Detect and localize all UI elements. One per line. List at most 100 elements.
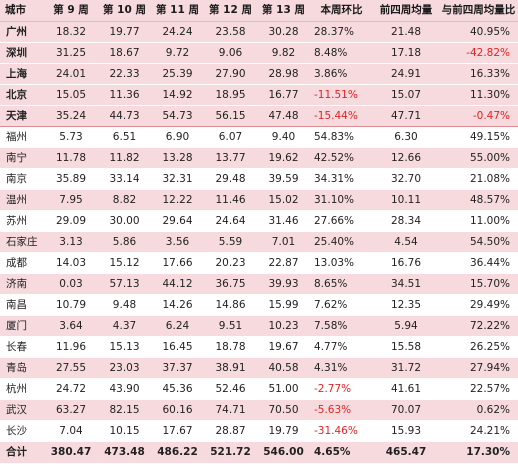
week-11-cell: 9.72 <box>151 42 204 64</box>
wow-cell: 7.62% <box>310 294 373 316</box>
wow-cell: 54.83% <box>310 126 373 148</box>
week-10-cell: 22.33 <box>98 63 151 85</box>
week-9-cell: 11.96 <box>44 336 98 358</box>
city-cell: 天津 <box>0 105 44 127</box>
week-9-cell: 14.03 <box>44 252 98 274</box>
week-10-cell: 30.00 <box>98 210 151 232</box>
week-9-cell: 15.05 <box>44 84 98 106</box>
avg4-cell: 31.72 <box>373 357 439 379</box>
table-row: 济南 0.03 57.13 44.12 36.75 39.93 8.65% 34.51 15.7… <box>0 273 518 295</box>
total-week-9: 380.47 <box>44 441 98 464</box>
week-11-cell: 17.67 <box>151 420 204 442</box>
week-10-cell: 19.77 <box>98 21 151 43</box>
week-10-cell: 4.37 <box>98 315 151 337</box>
week-10-cell: 15.12 <box>98 252 151 274</box>
week-13-cell: 40.58 <box>257 357 310 379</box>
week-10-cell: 9.48 <box>98 294 151 316</box>
city-cell: 广州 <box>0 21 44 43</box>
header-week-12: 第 12 周 <box>204 0 257 22</box>
week-9-cell: 3.13 <box>44 231 98 253</box>
header-vs-avg4: 与前四周均量比 <box>439 0 518 22</box>
week-12-cell: 14.86 <box>204 294 257 316</box>
wow-cell: -15.44% <box>310 105 373 127</box>
week-12-cell: 18.95 <box>204 84 257 106</box>
week-12-cell: 36.75 <box>204 273 257 295</box>
city-cell: 温州 <box>0 189 44 211</box>
week-11-cell: 13.28 <box>151 147 204 169</box>
week-13-cell: 39.93 <box>257 273 310 295</box>
table-row: 南昌 10.79 9.48 14.26 14.86 15.99 7.62% 12.35 29.4… <box>0 294 518 316</box>
week-11-cell: 14.92 <box>151 84 204 106</box>
week-12-cell: 24.64 <box>204 210 257 232</box>
wow-cell: 8.48% <box>310 42 373 64</box>
avg4-cell: 24.91 <box>373 63 439 85</box>
week-10-cell: 33.14 <box>98 168 151 190</box>
week-13-cell: 70.50 <box>257 399 310 421</box>
vs-avg4-cell: 48.57% <box>439 189 518 211</box>
city-cell: 福州 <box>0 126 44 148</box>
vs-avg4-cell: 24.21% <box>439 420 518 442</box>
vs-avg4-cell: 11.30% <box>439 84 518 106</box>
week-11-cell: 12.22 <box>151 189 204 211</box>
table-row: 深圳 31.25 18.67 9.72 9.06 9.82 8.48% 17.18 -42.82… <box>0 42 518 64</box>
week-10-cell: 44.73 <box>98 105 151 127</box>
week-9-cell: 18.32 <box>44 21 98 43</box>
city-cell: 北京 <box>0 84 44 106</box>
wow-cell: 34.31% <box>310 168 373 190</box>
avg4-cell: 10.11 <box>373 189 439 211</box>
vs-avg4-cell: 15.70% <box>439 273 518 295</box>
week-13-cell: 9.40 <box>257 126 310 148</box>
header-week-13: 第 13 周 <box>257 0 310 22</box>
week-10-cell: 15.13 <box>98 336 151 358</box>
header-week-10: 第 10 周 <box>98 0 151 22</box>
week-13-cell: 39.59 <box>257 168 310 190</box>
city-cell: 南昌 <box>0 294 44 316</box>
vs-avg4-cell: 26.25% <box>439 336 518 358</box>
week-10-cell: 43.90 <box>98 378 151 400</box>
header-avg4: 前四周均量 <box>373 0 439 22</box>
total-row: 合计 380.47 473.48 486.22 521.72 546.00 4.… <box>0 441 518 464</box>
table-row: 温州 7.95 8.82 12.22 11.46 15.02 31.10% 10.11 48.5… <box>0 189 518 211</box>
avg4-cell: 15.07 <box>373 84 439 106</box>
week-9-cell: 35.24 <box>44 105 98 127</box>
week-13-cell: 30.28 <box>257 21 310 43</box>
week-10-cell: 8.82 <box>98 189 151 211</box>
week-12-cell: 6.07 <box>204 126 257 148</box>
week-13-cell: 9.82 <box>257 42 310 64</box>
vs-avg4-cell: 72.22% <box>439 315 518 337</box>
header-row: 城市 第 9 周 第 10 周 第 11 周 第 12 周 第 13 周 本周环… <box>0 0 518 22</box>
week-10-cell: 57.13 <box>98 273 151 295</box>
table-row: 上海 24.01 22.33 25.39 27.90 28.98 3.86% 24.91 16.… <box>0 63 518 85</box>
week-10-cell: 6.51 <box>98 126 151 148</box>
week-12-cell: 20.23 <box>204 252 257 274</box>
avg4-cell: 15.93 <box>373 420 439 442</box>
table-row: 石家庄 3.13 5.86 3.56 5.59 7.01 25.40% 4.54 54.50% <box>0 231 518 253</box>
table-row: 苏州 29.09 30.00 29.64 24.64 31.46 27.66% 28.34 11… <box>0 210 518 232</box>
total-vs-avg4: 17.30% <box>439 441 518 464</box>
week-9-cell: 7.95 <box>44 189 98 211</box>
week-11-cell: 25.39 <box>151 63 204 85</box>
table-row: 南京 35.89 33.14 32.31 29.48 39.59 34.31% 32.70 21… <box>0 168 518 190</box>
avg4-cell: 47.71 <box>373 105 439 127</box>
city-cell: 南宁 <box>0 147 44 169</box>
week-11-cell: 37.37 <box>151 357 204 379</box>
table-row: 青岛 27.55 23.03 37.37 38.91 40.58 4.31% 31.72 27.… <box>0 357 518 379</box>
week-13-cell: 19.79 <box>257 420 310 442</box>
city-cell: 长沙 <box>0 420 44 442</box>
week-11-cell: 16.45 <box>151 336 204 358</box>
wow-cell: 25.40% <box>310 231 373 253</box>
avg4-cell: 17.18 <box>373 42 439 64</box>
week-9-cell: 3.64 <box>44 315 98 337</box>
avg4-cell: 15.58 <box>373 336 439 358</box>
wow-cell: -31.46% <box>310 420 373 442</box>
city-cell: 成都 <box>0 252 44 274</box>
vs-avg4-cell: 22.57% <box>439 378 518 400</box>
vs-avg4-cell: -42.82% <box>439 42 518 64</box>
week-11-cell: 45.36 <box>151 378 204 400</box>
week-10-cell: 11.82 <box>98 147 151 169</box>
table-row: 成都 14.03 15.12 17.66 20.23 22.87 13.03% 16.76 36… <box>0 252 518 274</box>
city-cell: 深圳 <box>0 42 44 64</box>
week-11-cell: 6.90 <box>151 126 204 148</box>
wow-cell: 3.86% <box>310 63 373 85</box>
